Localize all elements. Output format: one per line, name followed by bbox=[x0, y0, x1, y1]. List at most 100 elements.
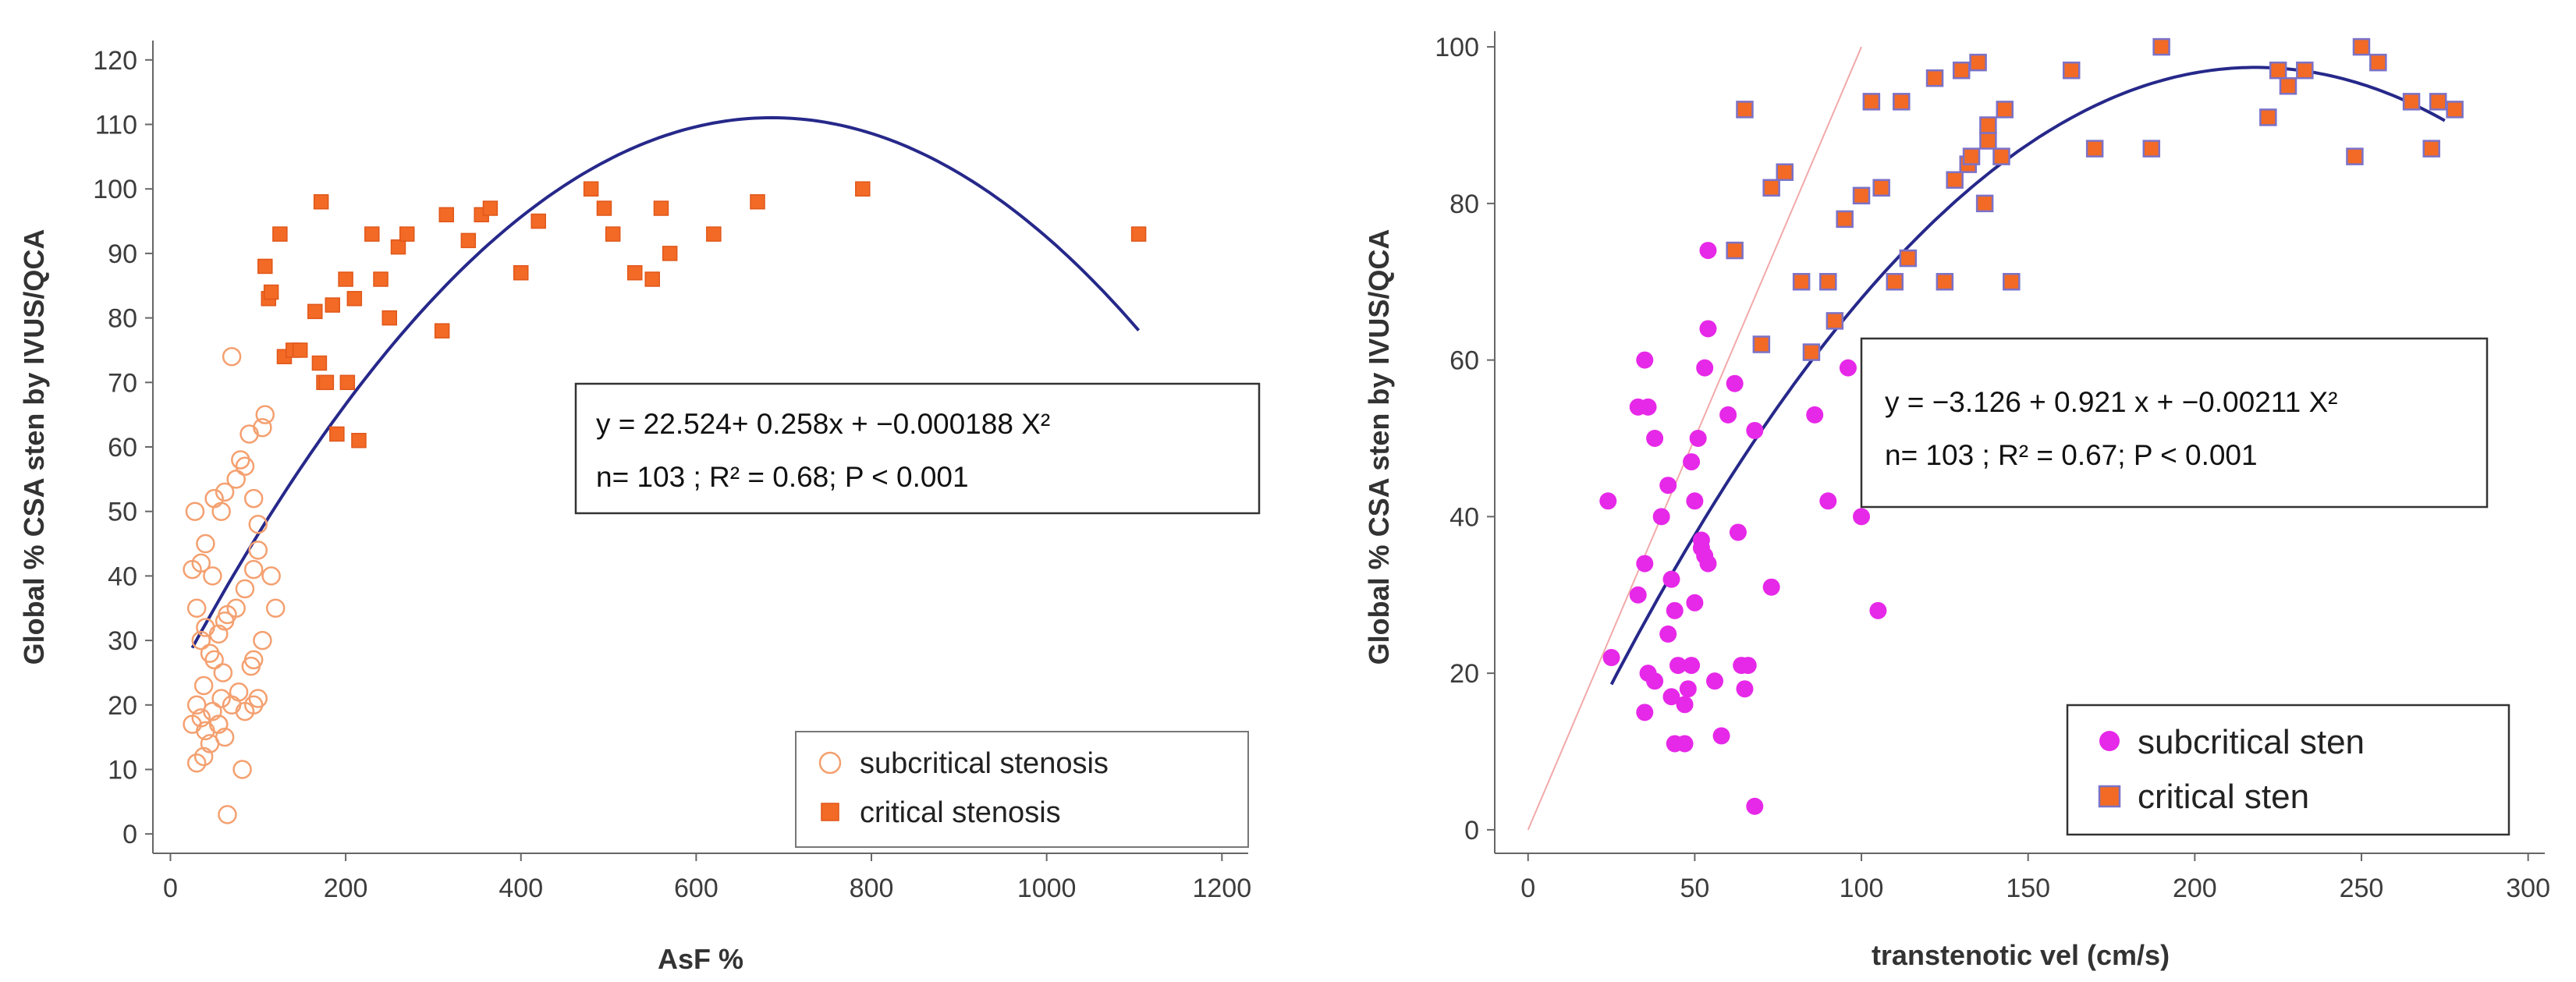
data-point-critical bbox=[1826, 312, 1844, 330]
data-point-subcritical bbox=[1676, 696, 1694, 714]
data-point-critical bbox=[2346, 147, 2364, 165]
data-point-critical bbox=[1893, 93, 1911, 111]
data-point-subcritical bbox=[232, 760, 252, 779]
data-point-critical bbox=[1862, 93, 1881, 111]
data-point-critical bbox=[1979, 116, 1997, 134]
x-tick-label: 400 bbox=[499, 874, 543, 903]
x-tick-label: 150 bbox=[2006, 874, 2050, 903]
equation-text: y = −3.126 + 0.921 x + −0.00211 X² bbox=[1885, 386, 2337, 418]
y-tick-label: 90 bbox=[108, 239, 137, 269]
data-point-critical bbox=[750, 193, 765, 210]
data-point-critical bbox=[1130, 226, 1147, 242]
data-point-critical bbox=[855, 181, 871, 197]
data-point-critical bbox=[438, 207, 455, 223]
data-point-subcritical bbox=[248, 541, 268, 560]
x-tick-label: 200 bbox=[2173, 874, 2217, 903]
data-point-subcritical bbox=[1669, 657, 1687, 675]
data-point-critical bbox=[513, 264, 529, 281]
x-tick-label: 250 bbox=[2340, 874, 2384, 903]
x-tick-label: 0 bbox=[163, 874, 178, 903]
data-point-critical bbox=[627, 264, 643, 281]
data-point-subcritical bbox=[1686, 492, 1704, 510]
equation-text: y = 22.524+ 0.258x + −0.000188 X² bbox=[596, 408, 1050, 440]
data-point-critical bbox=[263, 284, 279, 300]
data-point-critical bbox=[351, 432, 367, 448]
data-point-critical bbox=[1726, 241, 1744, 260]
stats-text: n= 103 ; R² = 0.67; P < 0.001 bbox=[1885, 439, 2258, 471]
data-point-subcritical bbox=[222, 346, 242, 367]
data-point-subcritical bbox=[226, 470, 246, 489]
data-point-critical bbox=[1936, 272, 1954, 291]
data-point-critical bbox=[272, 226, 288, 242]
data-point-critical bbox=[313, 193, 329, 210]
y-tick-label: 40 bbox=[1449, 502, 1479, 532]
equation-box: y = 22.524+ 0.258x + −0.000188 X² n= 103… bbox=[574, 382, 1261, 515]
data-point-critical bbox=[292, 342, 308, 358]
data-point-critical bbox=[1946, 171, 1964, 189]
data-point-critical bbox=[318, 374, 335, 391]
data-point-subcritical bbox=[1676, 735, 1694, 753]
data-point-critical bbox=[329, 426, 345, 442]
data-point-subcritical bbox=[203, 701, 222, 721]
x-tick-label: 100 bbox=[1840, 874, 1884, 903]
x-tick-label: 0 bbox=[1520, 874, 1535, 903]
data-point-critical bbox=[482, 200, 499, 216]
data-point-critical bbox=[605, 226, 621, 242]
data-point-critical bbox=[2269, 61, 2287, 80]
data-point-subcritical bbox=[1683, 453, 1701, 471]
data-point-subcritical bbox=[255, 405, 275, 424]
data-point-critical bbox=[1872, 179, 1890, 197]
data-point-subcritical bbox=[1683, 657, 1701, 675]
data-point-subcritical bbox=[1819, 492, 1837, 510]
data-point-subcritical bbox=[1639, 398, 1657, 416]
data-point-subcritical bbox=[208, 714, 229, 734]
data-point-subcritical bbox=[1646, 672, 1664, 690]
y-tick-label: 80 bbox=[108, 304, 137, 334]
data-point-subcritical bbox=[243, 488, 264, 509]
data-point-subcritical bbox=[186, 695, 207, 715]
legend-label-subcritical-sten: subcritical sten bbox=[2138, 723, 2365, 761]
y-tick-label: 100 bbox=[1435, 33, 1479, 62]
legend-label-critical-stenosis: critical stenosis bbox=[860, 796, 1061, 829]
data-point-subcritical bbox=[1706, 672, 1724, 690]
data-point-subcritical bbox=[1736, 680, 1754, 698]
data-point-subcritical bbox=[186, 753, 207, 773]
data-point-critical bbox=[325, 297, 341, 313]
data-point-critical bbox=[460, 232, 477, 249]
data-point-subcritical bbox=[1712, 727, 1730, 745]
legend-marker-critical-sten bbox=[2098, 785, 2121, 808]
data-point-subcritical bbox=[253, 630, 272, 651]
data-point-critical bbox=[2352, 37, 2371, 56]
fit-curve bbox=[190, 115, 1141, 649]
data-point-subcritical bbox=[1806, 406, 1824, 424]
data-point-subcritical bbox=[240, 424, 259, 444]
data-point-critical bbox=[307, 303, 323, 320]
data-point-critical bbox=[662, 246, 678, 261]
data-point-subcritical bbox=[1662, 570, 1680, 588]
data-point-critical bbox=[2152, 37, 2170, 56]
data-point-subcritical bbox=[211, 689, 231, 708]
data-point-subcritical bbox=[1652, 508, 1670, 526]
data-point-critical bbox=[2422, 140, 2440, 158]
y-tick-label: 0 bbox=[122, 820, 137, 849]
y-tick-label: 0 bbox=[1464, 816, 1479, 846]
stats-text: n= 103 ; R² = 0.68; P < 0.001 bbox=[596, 461, 969, 493]
y-tick-label: 80 bbox=[1449, 190, 1479, 219]
points-group bbox=[183, 181, 1147, 824]
y-tick-label: 60 bbox=[1449, 346, 1479, 376]
data-point-subcritical bbox=[1602, 649, 1620, 667]
data-point-subcritical bbox=[1662, 688, 1680, 706]
data-point-subcritical bbox=[1839, 359, 1857, 377]
data-point-critical bbox=[2429, 93, 2447, 111]
data-point-critical bbox=[2003, 272, 2021, 291]
data-point-subcritical bbox=[1599, 492, 1617, 510]
data-point-critical bbox=[1752, 335, 1771, 353]
data-point-critical bbox=[706, 226, 722, 242]
data-point-critical bbox=[2279, 77, 2297, 95]
y-tick-label: 100 bbox=[93, 175, 137, 204]
data-point-critical bbox=[1996, 101, 2014, 119]
data-point-critical bbox=[1899, 249, 1918, 268]
data-point-critical bbox=[2142, 140, 2161, 158]
data-point-subcritical bbox=[1636, 555, 1654, 573]
